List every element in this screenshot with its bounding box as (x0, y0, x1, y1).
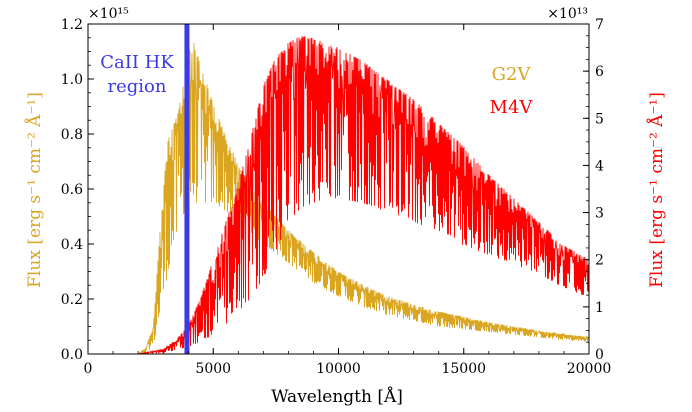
y-right-axis-title: Flux [erg s⁻¹ cm⁻² Å⁻¹] (646, 92, 667, 288)
y-right-tick-label: 4 (595, 158, 604, 174)
x-tick-label: 10000 (316, 361, 361, 377)
caii-hk-bar (184, 24, 190, 354)
y-left-tick-label: 1.0 (61, 72, 83, 88)
y-left-tick-label: 0.2 (61, 292, 83, 308)
y-right-tick-label: 2 (595, 253, 604, 269)
x-tick-label: 5000 (195, 361, 231, 377)
series-line-g2v (88, 42, 589, 354)
y-left-tick-label: 0.4 (61, 237, 83, 253)
caii-hk-region-label: region (108, 76, 167, 97)
y-left-tick-label: 1.2 (61, 17, 83, 33)
x-axis-title: Wavelength [Å] (271, 386, 403, 407)
y-right-tick-label: 7 (595, 17, 604, 33)
y-left-axis-title: Flux [erg s⁻¹ cm⁻² Å⁻¹] (24, 92, 45, 288)
axes: 0 5000 10000 15000 20000 0.0 0.2 0.4 0.6 0.8 1.0 1.… (61, 17, 612, 377)
x-tick-label: 15000 (441, 361, 486, 377)
series-g2v (88, 42, 589, 354)
y-right-tick-label: 1 (595, 300, 604, 316)
y-right-tick-label: 5 (595, 111, 604, 127)
series-m4v (88, 36, 589, 354)
y-left-multiplier: ×10¹⁵ (88, 6, 129, 22)
y-left-tick-label: 0.0 (61, 347, 83, 363)
plot-area (88, 24, 589, 354)
y-right-tick-label: 0 (595, 347, 604, 363)
y-right-tick-label: 6 (595, 64, 604, 80)
caii-hk-label: CaII HK (100, 52, 174, 73)
y-left-tick-label: 0.8 (61, 127, 83, 143)
series-line-m4v (88, 36, 589, 354)
x-tick-label: 0 (84, 361, 93, 377)
legend-m4v: M4V (490, 97, 534, 118)
y-left-tick-label: 0.6 (61, 182, 83, 198)
x-tick-label: 20000 (567, 361, 612, 377)
legend-g2v: G2V (492, 64, 532, 85)
y-right-tick-label: 3 (595, 206, 604, 222)
y-right-multiplier: ×10¹³ (547, 6, 588, 22)
